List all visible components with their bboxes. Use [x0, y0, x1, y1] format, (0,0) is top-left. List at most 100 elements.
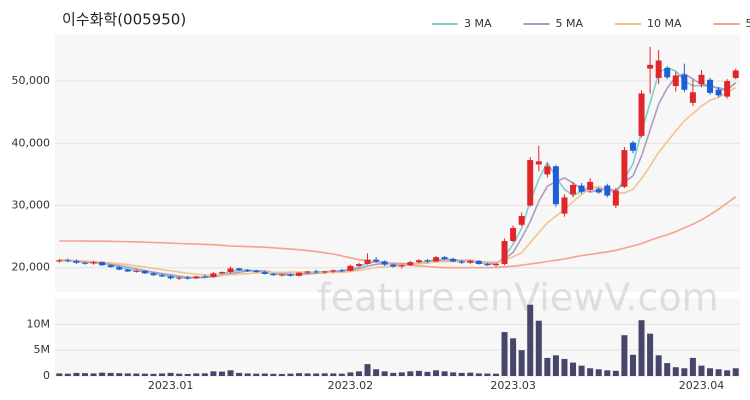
candle-body: [210, 273, 217, 278]
candle-body: [458, 261, 465, 263]
volume-bar: [355, 371, 362, 376]
volume-bar: [510, 338, 517, 376]
candle-body: [561, 197, 568, 214]
candle-body: [707, 79, 714, 93]
candle-body: [141, 270, 148, 274]
volume-bar: [116, 373, 123, 376]
volume-bar: [133, 373, 140, 376]
candle-body: [373, 259, 380, 262]
candle-body: [441, 257, 448, 260]
y-tick-label: 30,000: [12, 199, 51, 212]
candle-body: [638, 93, 645, 136]
volume-bar: [90, 373, 97, 376]
candle-body: [304, 271, 311, 273]
volume-bar: [193, 373, 200, 376]
volume-bar: [612, 370, 619, 376]
volume-bar: [467, 372, 474, 376]
volume-bar: [604, 370, 611, 376]
candle-body: [621, 150, 628, 187]
y-tick-label: 5M: [34, 343, 51, 356]
x-tick-label: 2023.03: [490, 379, 536, 392]
volume-bar: [244, 373, 251, 376]
candle-body: [535, 161, 542, 165]
volume-bar: [715, 369, 722, 376]
candle-body: [116, 267, 123, 270]
volume-bar: [689, 357, 696, 376]
volume-bar: [150, 373, 157, 376]
y-tick-label: 50,000: [12, 74, 51, 87]
candle-body: [715, 89, 722, 96]
volume-bar: [278, 373, 285, 376]
candle-body: [578, 185, 585, 192]
candle-body: [330, 270, 337, 272]
volume-bar: [724, 370, 731, 376]
volume-bar: [707, 368, 714, 376]
candle-body: [552, 166, 559, 205]
volume-bar: [570, 362, 577, 376]
volume-bar: [407, 371, 414, 376]
candle-body: [347, 265, 354, 271]
volume-bar: [304, 373, 311, 376]
volume-bar: [364, 364, 371, 376]
candle-body: [176, 277, 183, 279]
volume-bar: [338, 373, 345, 376]
volume-bar: [492, 373, 499, 376]
volume-bar: [398, 372, 405, 376]
candle-body: [501, 240, 508, 264]
candle-body: [64, 260, 71, 262]
candle-body: [364, 259, 371, 264]
volume-bar: [321, 373, 328, 376]
volume-bar: [475, 373, 482, 376]
volume-bar: [424, 371, 431, 376]
volume-bar: [381, 371, 388, 376]
volume-bar: [415, 370, 422, 376]
ma-line: [59, 86, 737, 277]
legend-label: 5 MA: [556, 17, 584, 30]
candle-body: [159, 275, 166, 277]
candle-body: [338, 270, 345, 272]
candle-body: [698, 74, 705, 85]
x-tick-label: 2023.02: [328, 379, 374, 392]
volume-bar: [578, 365, 585, 376]
volume-bar: [672, 367, 679, 376]
candle-body: [124, 269, 131, 272]
candle-body: [450, 259, 457, 262]
candle-body: [227, 268, 234, 273]
volume-bar: [587, 368, 594, 376]
volume-bar: [287, 373, 294, 376]
volume-bar: [201, 373, 208, 376]
candle-body: [150, 273, 157, 276]
chart-title: 이수화학(005950): [62, 11, 186, 29]
candle-body: [218, 272, 225, 274]
candle-body: [390, 264, 397, 267]
volume-bar: [176, 373, 183, 376]
volume-bar: [450, 372, 457, 376]
y-tick-label: 10M: [27, 317, 51, 330]
volume-bar: [261, 373, 268, 376]
volume-bar: [236, 372, 243, 376]
volume-bar: [638, 320, 645, 376]
candle-body: [724, 81, 731, 97]
volume-bar: [56, 373, 63, 376]
volume-bar: [107, 372, 114, 376]
volume-bar: [441, 371, 448, 376]
candle-body: [689, 92, 696, 103]
volume-bar: [647, 333, 654, 376]
candle-body: [664, 67, 671, 78]
candle-body: [398, 265, 405, 267]
volume-bar: [698, 365, 705, 376]
candle-body: [253, 270, 260, 273]
candle-body: [595, 189, 602, 193]
candle-body: [570, 184, 577, 195]
volume-bar: [458, 372, 465, 376]
volume-bar: [167, 372, 174, 376]
candle-body: [73, 260, 80, 263]
volume-bar: [390, 372, 397, 376]
candle-body: [167, 276, 174, 279]
candle-body: [629, 142, 636, 151]
candle-body: [296, 272, 303, 276]
candle-body: [355, 263, 362, 266]
candle-body: [527, 160, 534, 206]
volume-bar: [124, 373, 131, 376]
volume-bar: [313, 373, 320, 376]
